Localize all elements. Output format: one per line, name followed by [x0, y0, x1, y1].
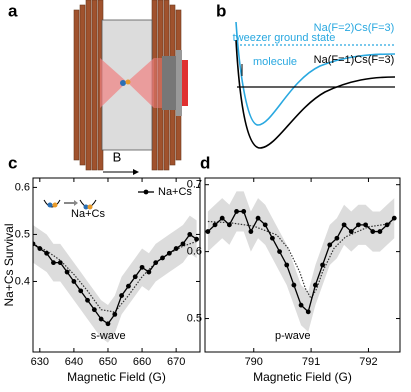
tweezer-label: tweezer ground state [233, 32, 336, 44]
data-point [146, 269, 152, 275]
potential-diagram [235, 21, 396, 149]
y-tick-label: 0.5 [15, 228, 30, 240]
data-point [126, 283, 131, 289]
data-point [327, 242, 333, 248]
data-point [219, 215, 225, 221]
x-axis-label: Magnetic Field (G) [253, 370, 352, 384]
data-point [277, 249, 282, 255]
x-tick-label: 670 [167, 356, 185, 368]
data-point [112, 311, 118, 317]
data-point [313, 282, 318, 288]
data-point [391, 215, 397, 221]
data-point [255, 215, 261, 221]
y-tick-label: 0.6 [187, 246, 202, 258]
data-point [341, 222, 347, 228]
inset-sketch [43, 199, 97, 210]
data-point [98, 316, 104, 322]
annotation: s-wave [91, 330, 126, 342]
x-tick-label: 791 [302, 356, 320, 368]
field-label: B [113, 149, 122, 164]
data-point [334, 235, 340, 241]
panel-label: a [8, 1, 18, 20]
data-point [139, 264, 145, 270]
x-tick-label: 790 [245, 356, 263, 368]
x-tick-label: 792 [359, 356, 377, 368]
panel-label: b [216, 1, 226, 20]
y-tick-label: 0.6 [15, 181, 30, 193]
data-point [105, 321, 111, 327]
y-axis-label: Na+Cs Survival [2, 223, 16, 306]
data-point [33, 241, 36, 247]
data-point [291, 282, 297, 288]
data-point [234, 209, 239, 214]
y-tick-label: 0.7 [187, 179, 202, 191]
data-point [241, 209, 247, 214]
data-point [166, 250, 172, 256]
x-tick-label: 630 [31, 356, 49, 368]
data-point [377, 229, 383, 234]
molecule-label: molecule [253, 56, 297, 68]
x-tick-label: 660 [133, 356, 151, 368]
axes-frame [204, 177, 401, 353]
data-point [370, 229, 376, 234]
data-point [363, 222, 368, 228]
x-axis-label: Magnetic Field (G) [67, 370, 166, 384]
data-point [248, 229, 254, 234]
annotation: p-wave [275, 330, 310, 342]
plot-area [205, 191, 397, 332]
error-band [33, 215, 197, 343]
data-point [57, 260, 63, 266]
panel-label: c [8, 153, 17, 172]
data-point [205, 229, 211, 234]
data-point [78, 288, 84, 294]
apparatus [73, 0, 188, 175]
data-point [384, 222, 390, 228]
data-point [180, 241, 186, 247]
data-point [71, 279, 77, 284]
data-point [356, 222, 361, 228]
data-point [226, 222, 232, 228]
panel-label: d [200, 153, 210, 172]
data-point [160, 255, 165, 261]
data-point [37, 246, 43, 251]
data-point [262, 222, 268, 228]
data-point [212, 222, 218, 228]
data-point [153, 260, 159, 266]
data-point [132, 274, 138, 280]
x-tick-label: 640 [65, 356, 83, 368]
legend-marker [143, 189, 149, 195]
lower-state-label: Na(F=1)Cs(F=3) [314, 54, 395, 66]
data-point [320, 262, 325, 268]
y-tick-label: 0.4 [15, 275, 30, 287]
data-point [91, 307, 97, 313]
data-point [51, 260, 56, 266]
plot-area [33, 215, 199, 343]
data-point [119, 293, 125, 298]
axes-frame [32, 177, 201, 353]
upper-state-label: Na(F=2)Cs(F=3) [314, 22, 395, 34]
data-point [85, 297, 90, 303]
data-point [187, 232, 193, 237]
data-point [173, 246, 179, 251]
data-point [194, 236, 199, 242]
data-point [305, 309, 311, 315]
data-point [64, 269, 70, 275]
data-point [284, 262, 290, 268]
data-point [269, 235, 275, 241]
data-point [348, 229, 354, 234]
data-point [298, 302, 304, 308]
error-band [207, 191, 395, 332]
y-tick-label: 0.5 [187, 312, 202, 324]
x-tick-label: 650 [99, 356, 117, 368]
data-point [44, 250, 50, 256]
legend-label: Na+Cs [158, 186, 192, 198]
inset-label: Na+Cs [71, 208, 105, 220]
